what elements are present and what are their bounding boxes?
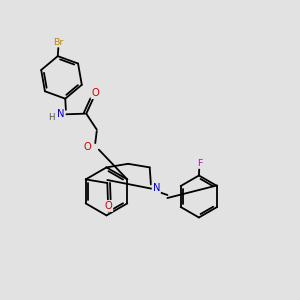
Text: H: H	[49, 113, 55, 122]
Text: N: N	[57, 109, 64, 119]
Text: N: N	[152, 183, 160, 194]
Text: Br: Br	[53, 38, 64, 46]
Text: O: O	[105, 201, 112, 211]
Text: O: O	[92, 88, 99, 98]
Text: F: F	[197, 159, 202, 168]
Text: O: O	[84, 142, 92, 152]
